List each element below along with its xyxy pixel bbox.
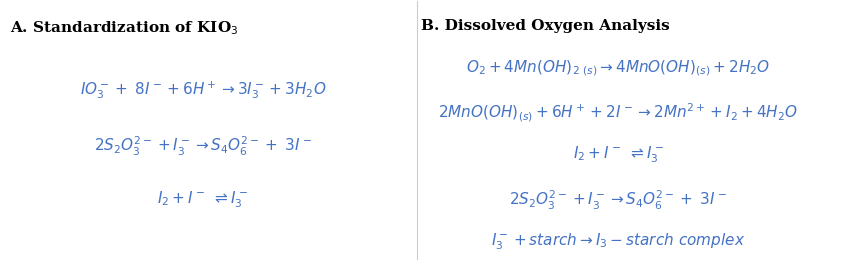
Text: $O_2 + 4Mn(OH)_{2\ (s)} \rightarrow 4MnO(OH)_{(s)} + 2H_2O$: $O_2 + 4Mn(OH)_{2\ (s)} \rightarrow 4MnO… (466, 58, 771, 78)
Text: $IO_3^- +\ 8I^- + 6H^+ \rightarrow 3I_3^- + 3H_2O$: $IO_3^- +\ 8I^- + 6H^+ \rightarrow 3I_3^… (80, 79, 326, 101)
Text: $2S_2O_3^{2-} + I_3^- \rightarrow S_4O_6^{2-} +\ 3I^-$: $2S_2O_3^{2-} + I_3^- \rightarrow S_4O_6… (94, 134, 312, 158)
Text: B. Dissolved Oxygen Analysis: B. Dissolved Oxygen Analysis (421, 20, 670, 33)
Text: $I_3^- + starch \rightarrow I_3 - starch\ complex$: $I_3^- + starch \rightarrow I_3 - starch… (491, 232, 745, 252)
Text: $I_2 + I^-\ \rightleftharpoons I_3^-$: $I_2 + I^-\ \rightleftharpoons I_3^-$ (158, 190, 248, 210)
Text: $2S_2O_3^{2-} + I_3^- \rightarrow S_4O_6^{2-} +\ 3I^-$: $2S_2O_3^{2-} + I_3^- \rightarrow S_4O_6… (510, 188, 728, 212)
Text: $2MnO(OH)_{(s)} + 6H^+ + 2I^- \rightarrow 2Mn^{2+} + I_2 + 4H_2O$: $2MnO(OH)_{(s)} + 6H^+ + 2I^- \rightarro… (438, 102, 798, 124)
Text: A. Standardization of KIO$_3$: A. Standardization of KIO$_3$ (10, 20, 238, 37)
Text: $I_2 + I^-\ \rightleftharpoons I_3^-$: $I_2 + I^-\ \rightleftharpoons I_3^-$ (573, 145, 664, 165)
